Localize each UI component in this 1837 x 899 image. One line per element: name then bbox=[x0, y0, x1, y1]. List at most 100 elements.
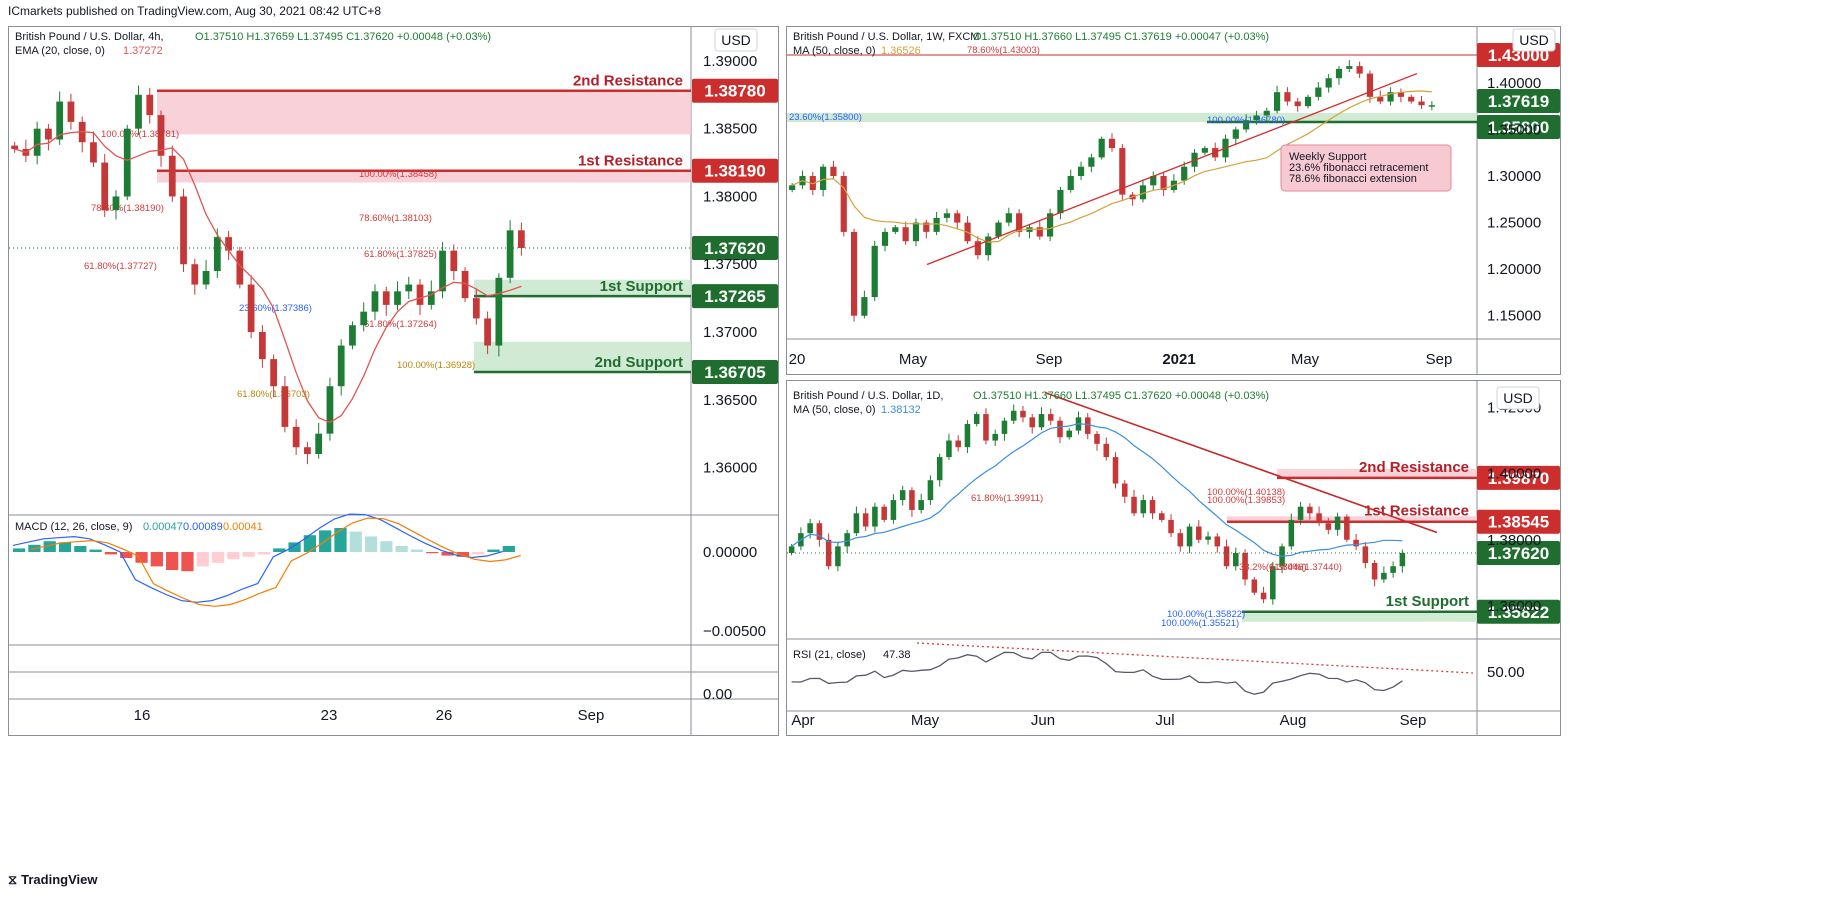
w1-candle bbox=[1356, 66, 1363, 74]
w1-candle bbox=[1139, 185, 1147, 200]
h4-candle bbox=[67, 101, 75, 122]
d1-candle bbox=[1001, 420, 1008, 434]
w1-candle bbox=[985, 236, 992, 256]
d1-candle bbox=[1038, 414, 1045, 428]
d1-ohlc: O1.37510 H1.37660 L1.37495 C1.37620 +0.0… bbox=[973, 390, 1269, 402]
d1-candle bbox=[1223, 546, 1230, 567]
w1-candle bbox=[1201, 148, 1208, 153]
d1-candle bbox=[853, 513, 860, 534]
h4-zone-label: 1st Resistance bbox=[578, 153, 683, 170]
d1-candle bbox=[1196, 526, 1202, 540]
d1-candle bbox=[1251, 579, 1258, 593]
h4-candle bbox=[11, 145, 19, 149]
w1-xtick: Sep bbox=[1036, 351, 1063, 368]
w1-candle bbox=[1160, 176, 1167, 190]
d1-candle bbox=[1112, 457, 1119, 484]
d1-candle bbox=[909, 490, 915, 510]
d1-candle bbox=[825, 539, 832, 567]
w1-price-tag: 1.35800 bbox=[1488, 118, 1549, 137]
daily-chart-panel[interactable]: 2nd Resistance 1st Resistance 1st Support 1… bbox=[786, 380, 1561, 736]
h4-chart-panel[interactable]: 2nd Resistance 1.38780 1st Resistance 1.381… bbox=[8, 26, 779, 736]
h4-zone-label: 2nd Resistance bbox=[573, 73, 683, 90]
h4-zone-tag: 1.37265 bbox=[704, 287, 765, 306]
d1-rsi-label: RSI (21, close) bbox=[793, 649, 866, 661]
h4-candle bbox=[472, 298, 480, 319]
w1-ohlc: O1.37510 H1.37660 L1.37495 C1.37619 +0.0… bbox=[973, 31, 1269, 43]
h4-candle bbox=[281, 386, 289, 427]
d1-candle bbox=[1047, 414, 1054, 421]
w1-candle bbox=[1397, 92, 1404, 97]
w1-xtick: May bbox=[899, 351, 928, 368]
d1-price-tag-bg bbox=[1477, 599, 1560, 624]
w1-candle bbox=[830, 166, 837, 177]
h4-fib-label: 23.60%(1.37386) bbox=[239, 303, 312, 314]
w1-candle bbox=[881, 231, 889, 246]
h4-macd-bar bbox=[426, 552, 439, 554]
weekly-chart-svg[interactable]: 78.60%(1.43003) 23.60%(1.35800) 100.00%(1.… bbox=[787, 27, 1560, 374]
w1-candle bbox=[1067, 176, 1074, 190]
d1-fib-label: 100.00%(1.35822) bbox=[1167, 609, 1245, 620]
d1-rsi-trendline bbox=[916, 642, 1474, 674]
d1-candle bbox=[1344, 516, 1350, 540]
d1-zone-label: 2nd Resistance bbox=[1359, 459, 1469, 476]
h4-candle bbox=[517, 230, 525, 248]
d1-res-zone-2 bbox=[1277, 468, 1477, 478]
h4-fib-label: 100.00%(1.36928) bbox=[397, 360, 475, 371]
h4-macd-value-2: 0.00089 bbox=[183, 521, 223, 533]
d1-candle bbox=[1288, 519, 1295, 547]
d1-candle bbox=[973, 414, 980, 424]
w1-candle bbox=[861, 297, 868, 316]
d1-sup-zone bbox=[1242, 611, 1477, 622]
d1-candle bbox=[1242, 553, 1248, 580]
h4-xtick: 23 bbox=[321, 707, 338, 724]
w1-candle bbox=[1253, 115, 1260, 121]
h4-candle bbox=[247, 284, 255, 332]
d1-candle bbox=[1297, 506, 1304, 520]
weekly-chart-panel[interactable]: 78.60%(1.43003) 23.60%(1.35800) 100.00%(1.… bbox=[786, 26, 1561, 375]
d1-candle bbox=[946, 440, 952, 458]
footer-brand[interactable]: ⧖ TradingView bbox=[8, 872, 98, 887]
h4-chart-svg[interactable]: 2nd Resistance 1.38780 1st Resistance 1.381… bbox=[9, 27, 778, 735]
d1-candle bbox=[1362, 546, 1369, 563]
h4-candle bbox=[202, 271, 210, 285]
d1-candle bbox=[1084, 417, 1091, 434]
d1-candle bbox=[1103, 443, 1110, 458]
h4-macd-bar bbox=[456, 552, 470, 557]
d1-rsi-value: 47.38 bbox=[883, 649, 911, 661]
h4-ytick: 1.39000 bbox=[703, 53, 757, 70]
d1-candle bbox=[807, 523, 813, 534]
h4-candle bbox=[427, 291, 435, 305]
h4-macd-bar bbox=[242, 552, 255, 557]
d1-candle bbox=[1010, 410, 1017, 421]
h4-signal-line bbox=[30, 517, 521, 607]
h4-xtick: 26 bbox=[436, 707, 453, 724]
w1-xtick: Sep bbox=[1426, 351, 1453, 368]
h4-candle bbox=[450, 250, 458, 271]
d1-candle bbox=[918, 500, 924, 510]
h4-macd-label: MACD (12, 26, close, 9) bbox=[15, 521, 132, 533]
d1-ma-line bbox=[791, 423, 1403, 557]
w1-indicator-label: MA (50, close, 0) bbox=[793, 45, 876, 57]
d1-ytick: 1.36000 bbox=[1487, 598, 1541, 615]
w1-candle bbox=[850, 231, 858, 316]
h4-macd-value-3: 0.00041 bbox=[223, 521, 263, 533]
h4-zone-tag-bg bbox=[692, 78, 778, 103]
h4-macd-bar bbox=[166, 552, 179, 570]
h4-candle bbox=[292, 426, 300, 448]
w1-candle bbox=[1377, 96, 1384, 102]
w1-candle bbox=[974, 241, 981, 256]
w1-price-tag: 1.37619 bbox=[1488, 92, 1549, 111]
h4-macd-bar bbox=[410, 549, 424, 552]
w1-fib-label: 78.60%(1.43003) bbox=[967, 45, 1040, 56]
h4-zone-3 bbox=[474, 341, 691, 372]
d1-candle bbox=[862, 513, 869, 527]
h4-macd-bar bbox=[349, 531, 362, 552]
h4-currency: USD bbox=[721, 32, 751, 48]
w1-candle bbox=[1273, 92, 1281, 111]
w1-note-box bbox=[1280, 144, 1452, 192]
h4-macd-bar bbox=[441, 552, 454, 556]
w1-candle bbox=[943, 213, 951, 218]
w1-candle bbox=[1315, 87, 1322, 97]
h4-candle bbox=[439, 250, 446, 292]
